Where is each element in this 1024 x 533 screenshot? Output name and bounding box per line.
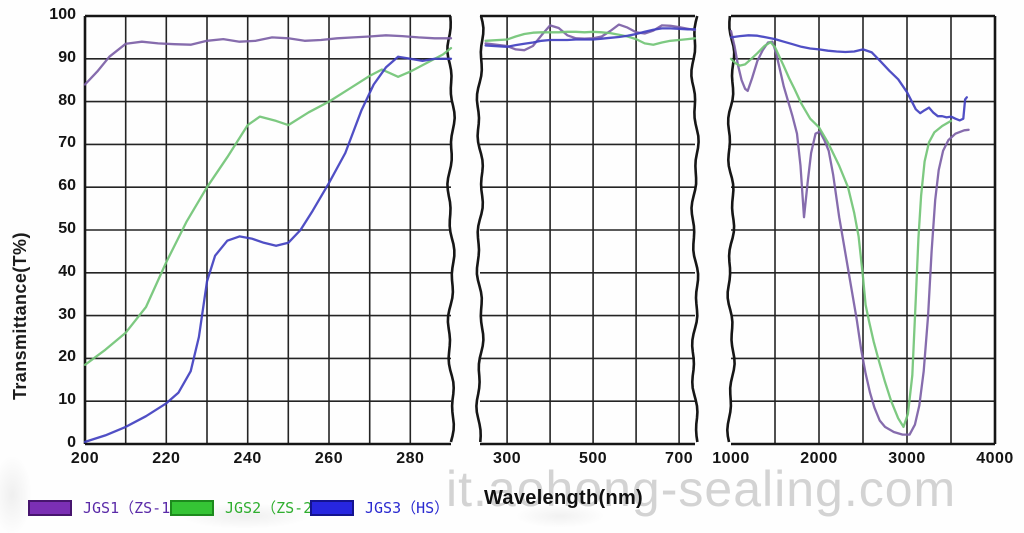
y-tick-label: 20 <box>58 348 76 366</box>
y-tick-label: 30 <box>58 305 76 323</box>
series-jgs1-panel-1 <box>83 34 453 86</box>
x-tick-label: 1000 <box>712 450 750 467</box>
legend-swatch-jgs1 <box>28 499 72 516</box>
x-tick-label: 260 <box>314 450 344 467</box>
x-tick-label: 240 <box>233 450 262 467</box>
legend-label-jgs3: JGS3（HS） <box>365 499 450 517</box>
x-tick-label: 300 <box>492 450 522 467</box>
legend-swatch-jgs3 <box>310 499 354 516</box>
y-tick-label: 80 <box>58 91 76 109</box>
y-tick-label: 50 <box>58 220 76 237</box>
chart-panel-2 <box>475 14 700 446</box>
y-tick-label: 100 <box>49 6 76 23</box>
y-tick-label: 40 <box>58 262 76 280</box>
x-tick-label: 3000 <box>888 450 926 467</box>
x-tick-label: 500 <box>578 450 608 467</box>
scan-smudge <box>515 504 605 528</box>
x-tick-label: 200 <box>70 450 100 467</box>
series-jgs1-panel-3 <box>729 29 970 436</box>
series-jgs3-panel-3 <box>729 34 968 122</box>
series-jgs3-panel-2 <box>484 27 697 48</box>
legend-item-jgs3: JGS3（HS） <box>310 497 450 517</box>
legend-item-jgs2: JGS2（ZS-2） <box>170 497 328 517</box>
scan-smudge <box>0 455 32 533</box>
y-tick-label: 90 <box>58 48 76 66</box>
series-jgs2-panel-2 <box>484 30 697 46</box>
series-jgs3-panel-1 <box>83 55 453 444</box>
chart-panel-3 <box>726 14 997 446</box>
y-tick-label: 70 <box>58 134 76 152</box>
watermark-text: it.aohong-sealing.com <box>446 461 957 517</box>
y-tick-label: 60 <box>58 177 76 195</box>
x-tick-label: 700 <box>664 450 694 467</box>
x-tick-label: 4000 <box>976 450 1014 467</box>
series-jgs2-panel-1 <box>83 46 453 366</box>
legend-label-jgs2: JGS2（ZS-2） <box>225 499 328 517</box>
chart-panel-1 <box>83 14 456 446</box>
x-tick-label: 220 <box>152 450 181 467</box>
legend-item-jgs1: JGS1（ZS-1） <box>28 497 186 517</box>
x-tick-label: 2000 <box>800 450 838 467</box>
x-axis-title: Wavelength(nm) <box>484 487 644 509</box>
series-jgs1-panel-2 <box>484 23 697 52</box>
y-tick-label: 10 <box>58 391 76 409</box>
series-jgs2-panel-3 <box>729 40 953 429</box>
legend-label-jgs1: JGS1（ZS-1） <box>83 499 186 517</box>
y-tick-label: 0 <box>67 434 76 451</box>
legend-swatch-jgs2 <box>170 499 214 516</box>
x-tick-label: 280 <box>396 450 425 467</box>
